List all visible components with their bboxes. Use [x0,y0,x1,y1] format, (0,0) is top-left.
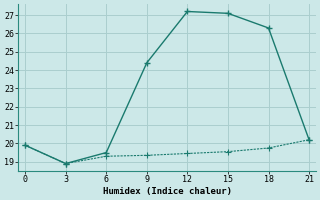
X-axis label: Humidex (Indice chaleur): Humidex (Indice chaleur) [103,187,232,196]
